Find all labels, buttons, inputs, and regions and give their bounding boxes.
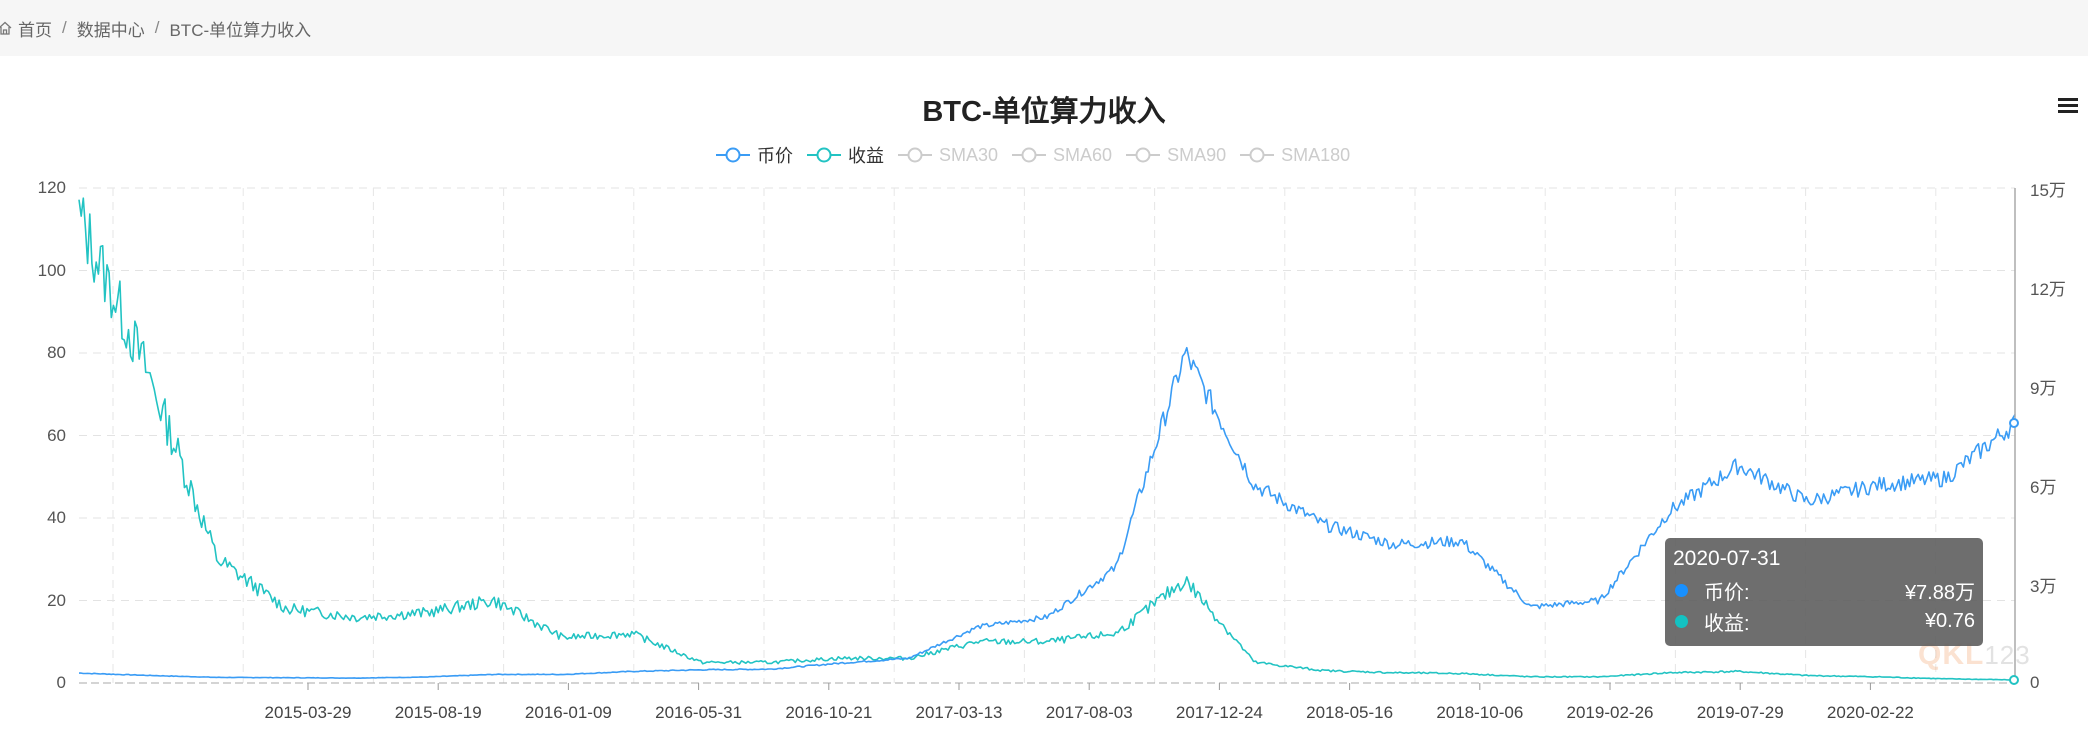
y-left-tick-label: 80	[47, 343, 66, 362]
x-tick-label: 2016-01-09	[524, 703, 612, 722]
x-tick-label: 2019-07-29	[1696, 703, 1784, 722]
y-left-tick-label: 20	[47, 590, 66, 610]
x-tick-label: 2017-08-03	[1045, 703, 1133, 722]
x-tick-label: 2015-03-29	[264, 703, 352, 722]
x-tick-label: 2020-02-22	[1826, 703, 1914, 722]
x-tick-label: 2017-12-24	[1175, 703, 1263, 722]
tooltip-row-price: 币价: ¥7.88万	[1673, 575, 1975, 606]
y-right-tick-label: 9万	[2030, 379, 2057, 398]
home-icon[interactable]	[0, 21, 12, 35]
legend-label: SMA30	[939, 144, 999, 165]
legend-line-circle-icon	[898, 147, 932, 163]
legend-line-circle-icon	[1240, 147, 1275, 163]
tooltip-date: 2020-07-31	[1673, 547, 1781, 570]
price-dot-icon	[1675, 584, 1688, 597]
chart-title: BTC-单位算力收入	[922, 96, 1166, 128]
x-tick-label: 2016-05-31	[655, 703, 743, 722]
legend-item-price[interactable]: 币价	[716, 142, 793, 168]
breadcrumb: 首页 / 数据中心 / BTC-单位算力收入	[0, 0, 2088, 56]
x-tick-label: 2017-03-13	[915, 703, 1003, 722]
breadcrumb-home-link[interactable]: 首页	[18, 20, 52, 40]
y-right-tick-label: 0	[2030, 673, 2040, 692]
breadcrumb-data-center-link[interactable]: 数据中心	[76, 20, 145, 40]
axes	[79, 682, 2015, 690]
y-right-tick-label: 3万	[2030, 577, 2057, 596]
legend-label: SMA60	[1053, 144, 1113, 165]
y-left-tick-label: 60	[47, 425, 66, 445]
breadcrumb-current: BTC-单位算力收入	[169, 20, 312, 40]
legend-item-sma30[interactable]: SMA30	[898, 145, 998, 166]
legend-label: 币价	[757, 146, 793, 166]
tooltip-row-income: 收益: ¥0.76	[1673, 606, 1975, 637]
y-left-tick-label: 100	[37, 260, 66, 280]
legend-label: SMA90	[1167, 144, 1227, 165]
chart-legend: 币价 收益 SMA30 SMA60 SMA90 SMA180	[716, 142, 1364, 168]
x-tick-label: 2015-08-19	[394, 703, 482, 722]
y-right-tick-label: 12万	[2030, 280, 2066, 299]
legend-label: 收益	[848, 146, 884, 166]
breadcrumb-separator: /	[62, 18, 67, 37]
income-point-marker	[2009, 675, 2019, 685]
breadcrumb-separator: /	[154, 18, 160, 37]
legend-item-sma60[interactable]: SMA60	[1012, 145, 1112, 166]
x-tick-label: 2018-10-06	[1436, 703, 1524, 722]
y-left-tick-label: 40	[47, 508, 66, 527]
chart-menu-button[interactable]	[2058, 96, 2078, 116]
legend-line-circle-icon	[807, 147, 841, 163]
legend-line-circle-icon	[1012, 147, 1047, 163]
income-dot-icon	[1675, 615, 1688, 628]
legend-line-circle-icon	[716, 147, 750, 163]
hamburger-menu-icon	[2058, 98, 2078, 113]
chart-tooltip: 2020-07-31 币价: ¥7.88万 收益: ¥0.76	[1665, 538, 1983, 646]
y-right-tick-label: 6万	[2030, 478, 2057, 497]
y-right-tick-label: 15万	[2030, 181, 2066, 200]
legend-item-sma180[interactable]: SMA180	[1240, 145, 1350, 166]
legend-line-circle-icon	[1126, 147, 1161, 163]
y-left-tick-label: 120	[37, 178, 66, 197]
price-point-marker	[2009, 418, 2019, 428]
legend-item-income[interactable]: 收益	[807, 142, 884, 168]
y-left-tick-label: 0	[56, 673, 66, 692]
legend-item-sma90[interactable]: SMA90	[1126, 145, 1226, 166]
x-tick-label: 2019-02-26	[1566, 703, 1654, 722]
legend-label: SMA180	[1281, 144, 1351, 165]
x-tick-label: 2016-10-21	[785, 703, 873, 722]
x-tick-label: 2018-05-16	[1306, 703, 1394, 722]
